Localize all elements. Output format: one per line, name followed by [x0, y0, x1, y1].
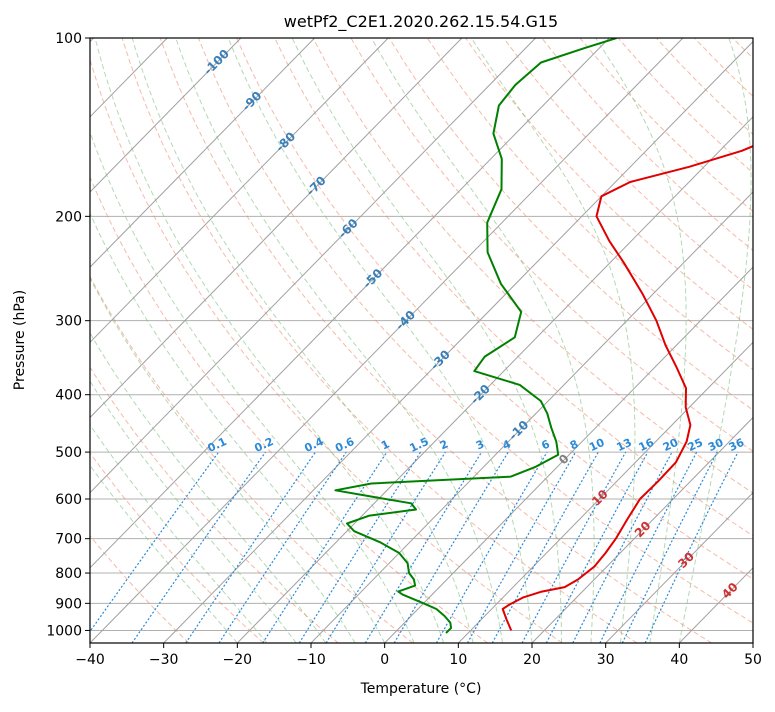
isotherm-line [385, 38, 775, 643]
mixing-ratio-line [573, 452, 672, 643]
dry-adiabat [427, 38, 775, 643]
moist-adiabat [132, 38, 473, 643]
dry-adiabat [275, 38, 775, 643]
x-tick-label: 40 [670, 652, 688, 668]
moist-adiabat [176, 38, 503, 643]
isotherm-line [606, 38, 775, 643]
isotherm-line [0, 38, 536, 643]
x-tick-label: 50 [744, 652, 762, 668]
x-tick-label: −10 [296, 652, 326, 668]
y-tick-label: 700 [55, 532, 82, 548]
mixing-ratio-label: 6 [539, 437, 552, 452]
moist-adiabat [0, 38, 296, 643]
y-tick-label: 900 [55, 596, 82, 612]
chart-title: wetPf2_C2E1.2020.262.15.54.G15 [284, 12, 558, 32]
y-tick-label: 300 [55, 314, 82, 330]
plot-frame [90, 38, 753, 643]
y-tick-label: 800 [55, 566, 82, 582]
mixing-ratio-line [600, 452, 697, 643]
mixing-ratio-line [219, 452, 346, 643]
dry-adiabat [656, 38, 775, 643]
dry-adiabat [313, 38, 775, 643]
isotherm-line [0, 38, 241, 643]
isotherm-line [532, 38, 775, 643]
x-tick-label: −40 [75, 652, 105, 668]
moist-adiabat [35, 38, 384, 643]
x-axis-label: Temperature (°C) [360, 681, 482, 697]
mixing-ratio-label: 25 [686, 436, 705, 454]
mixing-ratio-label: 2 [438, 437, 450, 452]
dry-adiabat [771, 38, 775, 643]
mixing-ratio-line [492, 452, 598, 643]
dry-adiabat [351, 38, 775, 643]
isotherm-line [679, 38, 775, 643]
isotherm-line [311, 38, 775, 643]
isotherm-line [0, 38, 462, 643]
moist-adiabat [11, 38, 356, 643]
moist-adiabat [0, 38, 267, 643]
dry-adiabat [0, 38, 264, 643]
y-axis-label: Pressure (hPa) [12, 290, 28, 390]
dry-adiabat [733, 38, 775, 643]
moist-adiabat [471, 38, 635, 643]
moist-adiabat [596, 38, 687, 643]
x-tick-label: −30 [149, 652, 179, 668]
mixing-ratio-label: 30 [706, 436, 726, 454]
mixing-ratio-line [132, 452, 266, 643]
temperature-profile-line [503, 38, 775, 630]
dry-adiabat [504, 38, 775, 643]
y-tick-label: 400 [55, 388, 82, 404]
dry-adiabat [46, 38, 488, 643]
dry-adiabat [580, 38, 775, 643]
mixing-ratio-line [546, 452, 648, 643]
mixing-ratio-line [436, 452, 547, 643]
dry-adiabat [8, 38, 413, 643]
x-tick-label: 30 [597, 652, 615, 668]
dry-adiabat [694, 38, 775, 643]
x-tick-label: 0 [380, 652, 389, 668]
isotherm-line [0, 38, 388, 643]
moist-adiabat [292, 38, 561, 643]
x-tick-label: −20 [223, 652, 253, 668]
mixing-ratio-label: 10 [587, 436, 607, 454]
x-tick-label: 20 [523, 652, 541, 668]
moist-adiabat [0, 38, 326, 643]
y-tick-label: 500 [55, 445, 82, 461]
y-tick-label: 600 [55, 492, 82, 508]
mixing-ratio-label: 36 [727, 436, 747, 454]
y-tick-label: 200 [55, 209, 82, 225]
isotherm-line [753, 38, 775, 643]
isotherm-line [164, 38, 757, 643]
moist-adiabat [372, 38, 595, 643]
mixing-ratio-label: 13 [615, 436, 634, 454]
mixing-ratio-label: 16 [637, 436, 657, 454]
moist-adiabat [95, 38, 444, 643]
moist-adiabat [0, 38, 237, 643]
isotherm-line [458, 38, 775, 643]
x-tick-label: 10 [449, 652, 467, 668]
isotherm-line [0, 38, 315, 643]
moist-adiabat [228, 38, 532, 643]
y-tick-label: 1000 [46, 623, 82, 639]
y-tick-label: 100 [55, 31, 82, 47]
